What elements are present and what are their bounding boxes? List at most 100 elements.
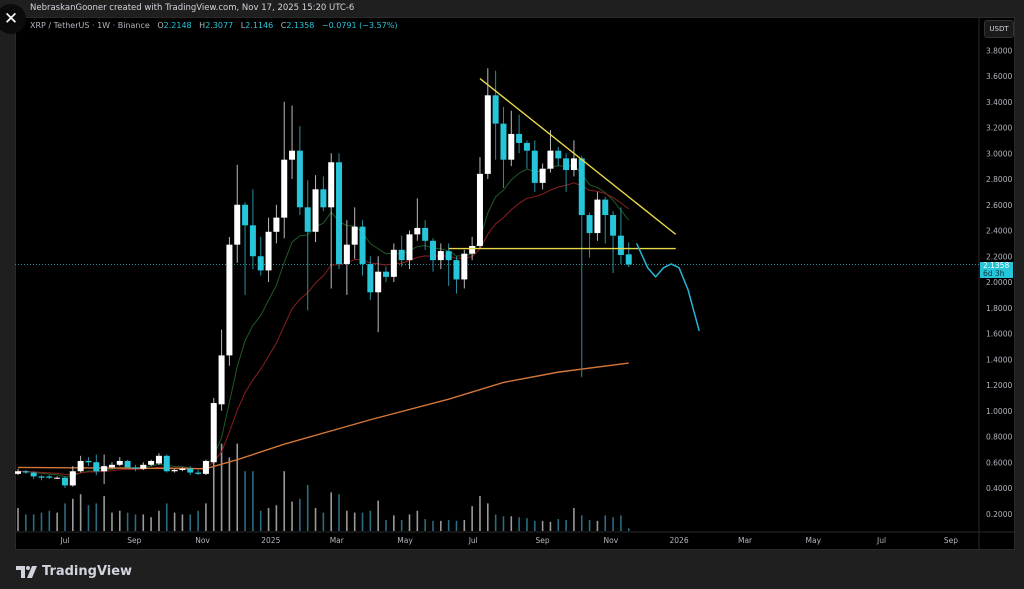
candle-body: [54, 477, 61, 479]
candle-body: [610, 215, 617, 236]
price-tick-label: 2.2000: [986, 252, 1012, 261]
brand-name: TradingView: [42, 564, 133, 579]
candle-body: [429, 240, 436, 261]
price-tick-label: 2.8000: [986, 175, 1012, 184]
candle-body: [367, 263, 374, 293]
candle-body: [406, 234, 413, 261]
candle-body: [163, 455, 170, 472]
low-value: 2.1146: [245, 21, 274, 30]
symbol-legend: XRP / TetherUS · 1W · Binance O2.2148 H2…: [30, 21, 398, 30]
candle-body: [69, 471, 76, 486]
candle-body: [38, 476, 45, 478]
ema-slow-line: [17, 182, 630, 476]
candle-body: [249, 225, 256, 257]
time-tick-label: May: [397, 536, 413, 545]
last-price-value: 2.1358: [983, 262, 1010, 270]
candle-body: [265, 231, 272, 271]
candle-body: [140, 464, 147, 469]
candle-body: [328, 162, 335, 208]
candle-body: [46, 476, 53, 478]
candle-body: [61, 477, 68, 486]
time-tick-label: 2025: [261, 536, 280, 545]
candle-body: [343, 244, 350, 264]
candle-body: [179, 468, 186, 470]
high-value: 2.3077: [205, 21, 234, 30]
tradingview-logo[interactable]: TradingView: [16, 564, 132, 579]
last-price-label: 2.1358 6d 3h: [980, 262, 1013, 278]
candle-body: [320, 189, 327, 208]
candle-body: [516, 133, 523, 143]
change-value: −0.0791 (−3.57%): [321, 21, 398, 30]
candle-body: [202, 460, 209, 474]
descending-trendline: [479, 78, 677, 235]
candle-body: [281, 159, 288, 218]
price-tick-label: 1.8000: [986, 304, 1012, 313]
candle-body: [617, 235, 624, 255]
candle-body: [101, 466, 108, 472]
candle-body: [508, 133, 515, 160]
price-tick-label: 1.4000: [986, 355, 1012, 364]
candle-body: [492, 95, 499, 124]
projection-path: [635, 243, 700, 332]
candle-body: [124, 460, 131, 468]
time-tick-label: Nov: [195, 536, 210, 545]
candle-body: [453, 260, 460, 280]
price-tick-label: 2.4000: [986, 227, 1012, 236]
symbol-title: XRP / TetherUS · 1W · Binance: [30, 21, 150, 30]
candle-body: [523, 142, 530, 151]
candle-body: [226, 244, 233, 356]
candle-body: [242, 204, 249, 226]
time-tick-label: Mar: [738, 536, 753, 545]
candle-body: [586, 215, 593, 234]
candle-body: [484, 95, 491, 174]
price-tick-label: 2.0000: [986, 278, 1012, 287]
candle-body: [15, 471, 21, 474]
bar-countdown: 6d 3h: [983, 269, 1005, 278]
currency-button[interactable]: USDT: [984, 20, 1014, 38]
candle-body: [469, 245, 476, 254]
candle-body: [398, 249, 405, 261]
candle-body: [500, 123, 507, 160]
low-label: L: [240, 21, 246, 30]
price-tick-label: 0.6000: [986, 458, 1012, 467]
candle-body: [594, 199, 601, 234]
candle-body: [257, 256, 264, 271]
candle-body: [304, 207, 311, 232]
candle-body: [375, 271, 382, 293]
candle-body: [476, 173, 483, 246]
price-tick-label: 2.6000: [986, 201, 1012, 210]
price-tick-label: 1.0000: [986, 407, 1012, 416]
close-icon[interactable]: ✕: [0, 4, 26, 34]
candle-body: [461, 253, 468, 280]
tradingview-logo-icon: [16, 565, 37, 578]
candle-body: [155, 455, 162, 464]
candle-body: [359, 226, 366, 264]
time-tick-label: Jul: [876, 536, 886, 545]
candle-body: [336, 162, 343, 264]
candle-body: [578, 158, 585, 216]
candle-body: [195, 472, 202, 474]
time-tick-label: Mar: [330, 536, 345, 545]
price-tick-label: 0.8000: [986, 433, 1012, 442]
candle-body: [30, 472, 37, 477]
candle-body: [445, 251, 452, 261]
price-tick-label: 3.4000: [986, 98, 1012, 107]
candle-body: [85, 460, 92, 463]
candle-body: [77, 460, 84, 472]
close-value: 2.1358: [286, 21, 315, 30]
time-tick-label: Nov: [604, 536, 619, 545]
candle-body: [273, 217, 280, 232]
candle-body: [390, 249, 397, 277]
candle-body: [132, 467, 139, 469]
time-tick-label: Sep: [536, 536, 550, 545]
open-label: O: [157, 21, 164, 30]
candle-body: [570, 158, 577, 170]
snapshot-credit: NebraskanGooner created with TradingView…: [30, 3, 355, 13]
candle-body: [383, 271, 390, 277]
price-tick-label: 3.6000: [986, 72, 1012, 81]
candle-body: [296, 150, 303, 208]
candle-body: [625, 254, 632, 265]
candle-body: [187, 468, 194, 473]
candle-body: [218, 355, 225, 405]
